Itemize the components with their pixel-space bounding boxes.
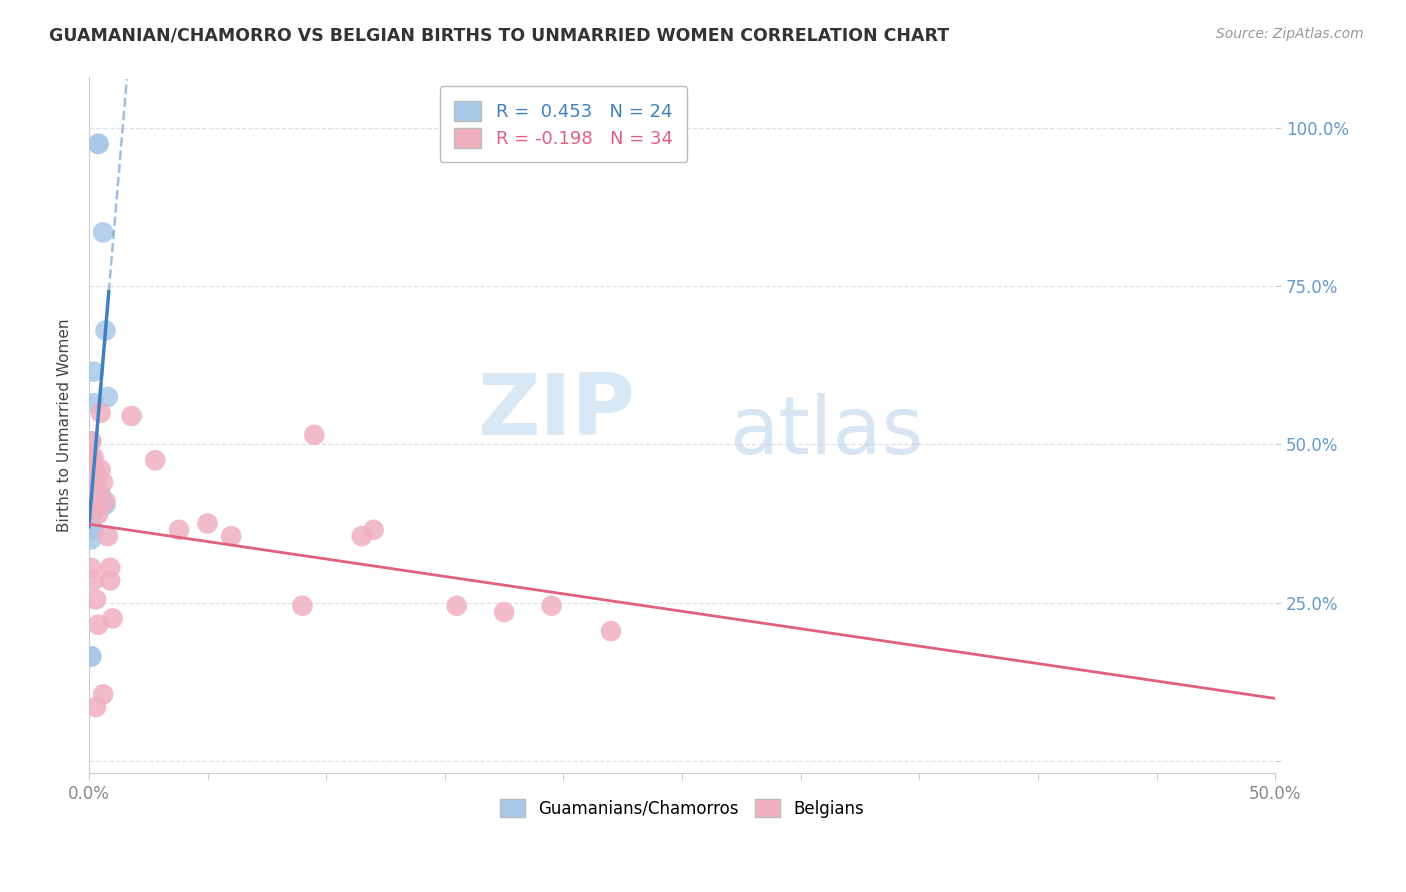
Point [87,136,110,151]
Point [80,510,103,524]
Point [363,523,385,537]
Point [79,519,101,533]
Point [304,428,326,442]
Point [97,390,120,404]
Point [600,624,623,638]
Point [83,450,105,464]
Point [143,453,166,467]
Point [446,599,468,613]
Point [91,475,114,490]
Point [219,529,242,543]
Point [87,507,110,521]
Point [84,472,107,486]
Point [83,457,105,471]
Text: ZIP: ZIP [477,370,634,453]
Point [83,365,105,379]
Point [80,649,103,664]
Point [80,561,103,575]
Point [350,529,373,543]
Legend: Guamanians/Chamorros, Belgians: Guamanians/Chamorros, Belgians [494,792,872,824]
Point [87,617,110,632]
Point [80,434,103,449]
Point [87,136,110,151]
Point [90,406,112,420]
Text: GUAMANIAN/CHAMORRO VS BELGIAN BIRTHS TO UNMARRIED WOMEN CORRELATION CHART: GUAMANIAN/CHAMORRO VS BELGIAN BIRTHS TO … [49,27,949,45]
Point [84,466,107,480]
Point [101,611,124,625]
Point [94,324,117,338]
Text: Source: ZipAtlas.com: Source: ZipAtlas.com [1216,27,1364,41]
Point [79,519,101,533]
Point [494,605,516,619]
Y-axis label: Births to Unmarried Women: Births to Unmarried Women [58,318,72,533]
Point [167,523,190,537]
Point [90,463,112,477]
Point [91,226,114,240]
Point [97,529,120,543]
Point [84,482,107,496]
Point [80,533,103,547]
Point [84,500,107,515]
Point [291,599,314,613]
Point [80,463,103,477]
Point [83,574,105,588]
Point [90,488,112,502]
Point [98,561,121,575]
Point [98,574,121,588]
Point [540,599,562,613]
Point [121,409,143,423]
Point [197,516,219,531]
Point [84,488,107,502]
Text: atlas: atlas [730,393,924,471]
Point [84,592,107,607]
Point [94,494,117,508]
Point [80,649,103,664]
Point [91,687,114,701]
Point [80,434,103,449]
Point [80,504,103,518]
Point [79,450,101,464]
Point [84,472,107,486]
Point [83,396,105,410]
Point [84,700,107,714]
Point [94,498,117,512]
Point [80,510,103,524]
Point [83,523,105,537]
